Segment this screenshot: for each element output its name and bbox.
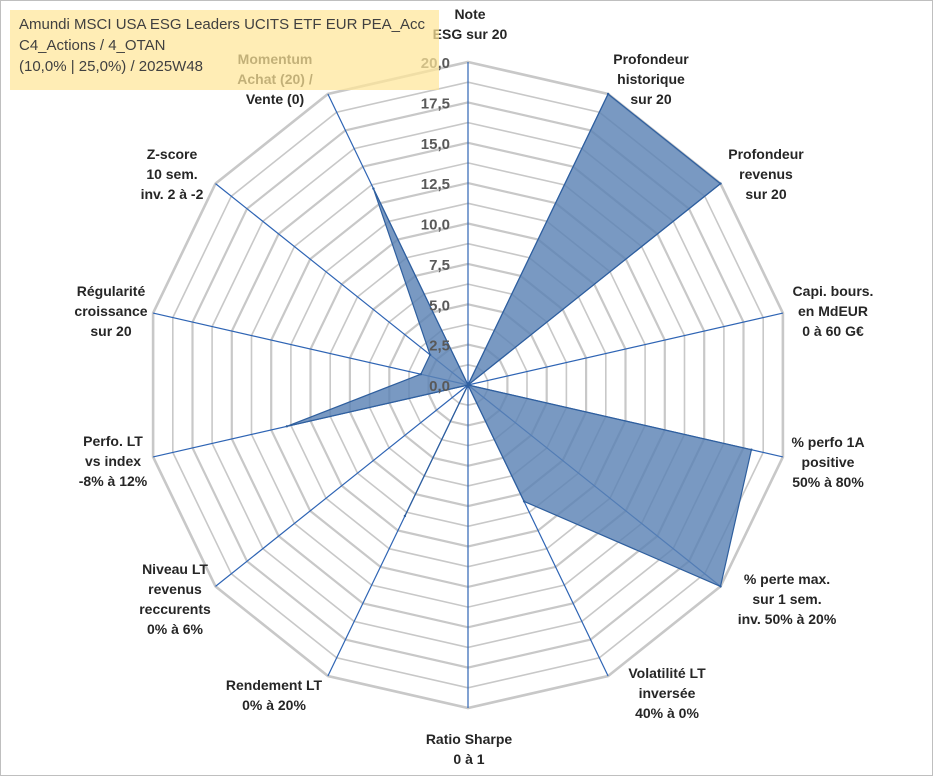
axis-label: sur 20 xyxy=(745,186,786,202)
axis-label: croissance xyxy=(74,303,147,319)
data-point xyxy=(372,187,375,190)
axis-label: Niveau LT xyxy=(142,561,208,577)
tick-label: 0,0 xyxy=(429,378,450,395)
axis-label: 50% à 80% xyxy=(792,474,864,490)
data-point xyxy=(428,353,432,356)
axis-label: revenus xyxy=(739,166,793,182)
data-point xyxy=(750,448,753,451)
axis-label: sur 1 sem. xyxy=(752,591,821,607)
radar-series xyxy=(285,92,753,588)
axis-label: positive xyxy=(802,454,855,470)
axis-label: 40% à 0% xyxy=(635,705,699,721)
axis-label: 0 à 60 G€ xyxy=(802,323,864,339)
title-line-1: Amundi MSCI USA ESG Leaders UCITS ETF EU… xyxy=(19,16,425,33)
axis-label: % perte max. xyxy=(744,571,830,587)
tick-label: 17,5 xyxy=(421,95,450,112)
axis-label: inv. 2 à -2 xyxy=(141,186,204,202)
axis-label: 10 sem. xyxy=(146,166,197,182)
data-point xyxy=(466,383,470,387)
axis-label: 0% à 6% xyxy=(147,621,204,637)
axis-spoke xyxy=(152,312,469,386)
tick-label: 10,0 xyxy=(421,217,450,234)
axis-label: Note xyxy=(454,6,485,22)
data-point xyxy=(719,585,722,588)
axis-label: sur 20 xyxy=(630,91,671,107)
axis-label: en MdEUR xyxy=(798,303,868,319)
axis-label: ESG sur 20 xyxy=(433,26,508,42)
title-line-3: (10,0% | 25,0%) / 2025W48 xyxy=(19,58,203,75)
axis-label: Z-score xyxy=(147,146,198,162)
data-point xyxy=(522,500,526,503)
axis-label: Rendement LT xyxy=(226,677,323,693)
axis-label: 0 à 1 xyxy=(453,751,484,767)
tick-label: 15,0 xyxy=(421,136,450,153)
axis-label: reccurents xyxy=(139,601,211,617)
data-point xyxy=(419,373,422,376)
tick-label: 12,5 xyxy=(421,176,450,193)
title-line-2: C4_Actions / 4_OTAN xyxy=(19,37,166,54)
axis-label: Capi. bours. xyxy=(793,283,874,299)
axis-label: Volatilité LT xyxy=(628,665,706,681)
axis-label: Régularité xyxy=(77,283,146,299)
axis-label: Ratio Sharpe xyxy=(426,731,513,747)
data-point xyxy=(606,92,610,96)
axis-spoke xyxy=(467,312,784,386)
tick-label: 7,5 xyxy=(429,257,450,274)
data-point xyxy=(719,182,722,185)
axis-label: % perfo 1A xyxy=(791,434,864,450)
data-point xyxy=(285,425,289,428)
axis-spoke xyxy=(215,384,469,587)
tick-label: 2,5 xyxy=(429,338,450,355)
axis-label: 0% à 20% xyxy=(242,697,306,713)
data-point xyxy=(403,514,407,518)
axis-label: Profondeur xyxy=(728,146,804,162)
axis-label: Vente (0) xyxy=(246,91,304,107)
series-area xyxy=(286,93,753,588)
tick-label: 5,0 xyxy=(429,297,450,314)
chart-title-box: Amundi MSCI USA ESG Leaders UCITS ETF EU… xyxy=(10,10,439,90)
axis-label: inversée xyxy=(639,685,696,701)
axis-label: vs index xyxy=(85,453,141,469)
axis-label: sur 20 xyxy=(90,323,131,339)
axis-label: -8% à 12% xyxy=(79,473,148,489)
axis-label: Profondeur xyxy=(613,51,689,67)
axis-label: historique xyxy=(617,71,685,87)
axis-spoke xyxy=(215,183,469,386)
axis-label: revenus xyxy=(148,581,202,597)
axis-label: Perfo. LT xyxy=(83,433,143,449)
axis-label: inv. 50% à 20% xyxy=(738,611,837,627)
